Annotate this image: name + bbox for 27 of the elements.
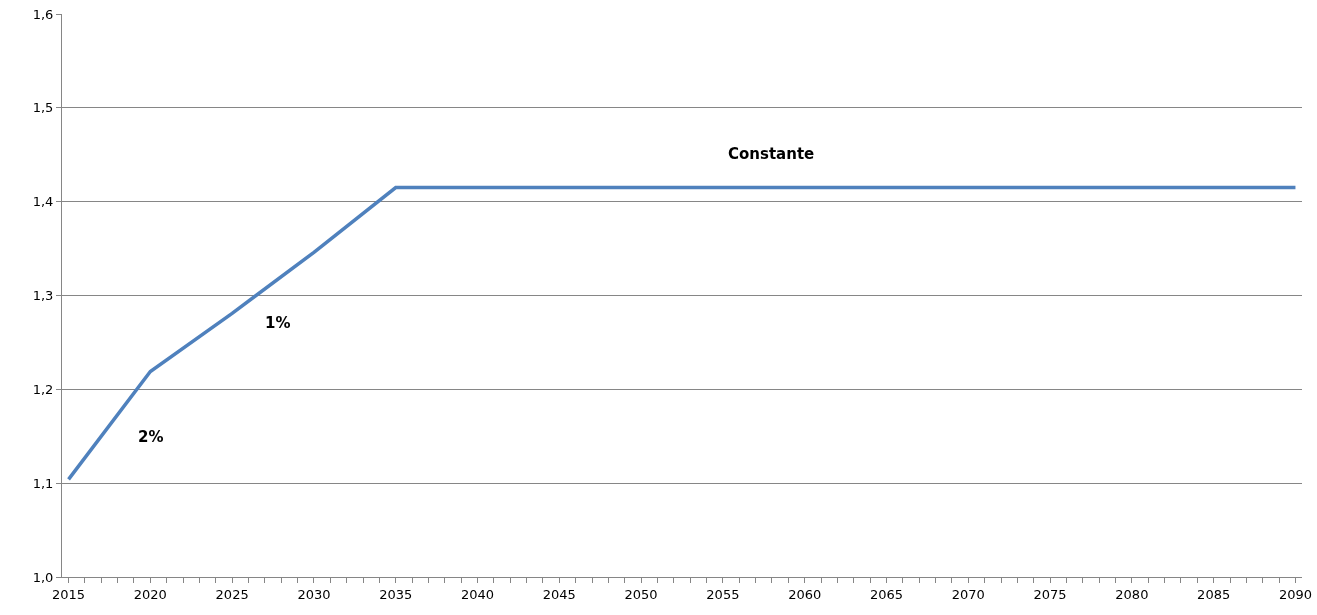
x-tick-label: 2015 [51, 586, 86, 602]
y-tick-label: 1,4 [32, 194, 54, 210]
x-tick-label: 2020 [133, 586, 167, 602]
x-tick-label: 2090 [1278, 586, 1313, 602]
x-tick-label: 2040 [460, 586, 495, 602]
x-tick-label: 2025 [215, 586, 249, 602]
x-tick-label: 2065 [869, 586, 904, 602]
y-tick-label: 1,3 [32, 288, 54, 304]
x-tick-label: 2055 [706, 586, 740, 602]
line-series [66, 185, 1298, 482]
x-tick-label: 2085 [1197, 586, 1231, 602]
y-tick-label: 1,2 [32, 381, 54, 397]
x-tick-label: 2070 [951, 586, 985, 602]
x-tick-label: 2060 [788, 586, 822, 602]
x-tick-label: 2080 [1115, 586, 1149, 602]
annotation: 2% [138, 428, 164, 446]
x-tick-label: 2045 [542, 586, 576, 602]
y-tick-label: 1,1 [32, 475, 54, 491]
x-tick-label: 2050 [624, 586, 658, 602]
x-tick-label: 2030 [297, 586, 331, 602]
y-tick-label: 1,0 [32, 569, 54, 585]
annotation: Constante [728, 145, 815, 163]
y-tick-label: 1,6 [32, 6, 54, 22]
x-tick-label: 2075 [1033, 586, 1067, 602]
y-tick-label: 1,5 [32, 100, 54, 116]
annotation: 1% [265, 314, 291, 332]
x-tick-label: 2035 [379, 586, 413, 602]
